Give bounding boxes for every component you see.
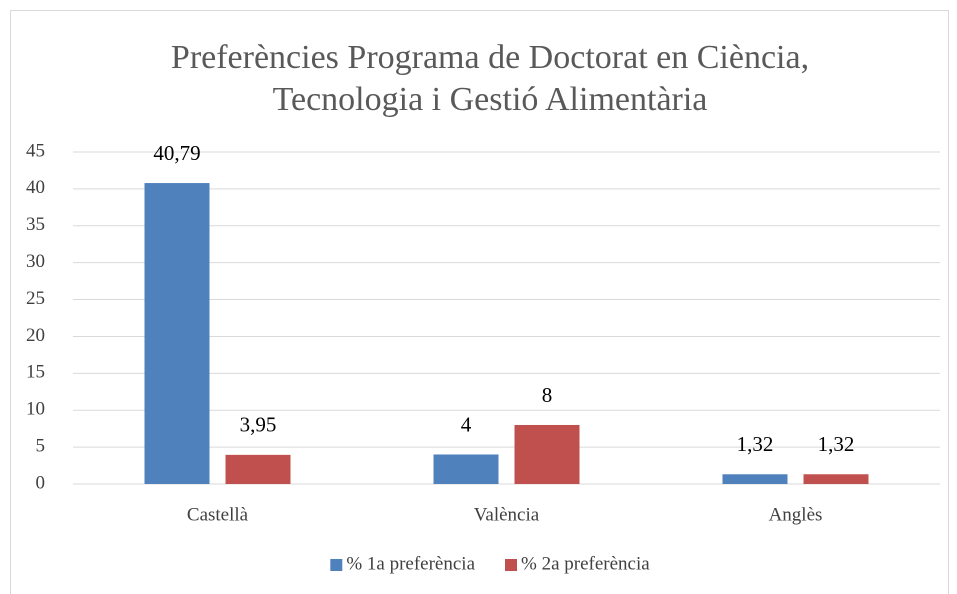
data-label: 1,32 <box>737 432 774 456</box>
data-label: 3,95 <box>240 413 277 437</box>
x-tick-label: València <box>474 504 540 525</box>
bar <box>144 183 210 485</box>
data-label: 1,32 <box>818 432 855 456</box>
x-tick-label: Anglès <box>769 504 823 525</box>
legend-item: % 1a preferència <box>330 553 476 574</box>
bar <box>433 454 499 484</box>
data-label: 4 <box>461 412 472 436</box>
bar <box>514 424 580 484</box>
y-tick-label: 10 <box>26 399 45 420</box>
y-tick-label: 20 <box>26 325 45 346</box>
data-label: 40,79 <box>153 141 200 165</box>
legend-label: % 1a preferència <box>346 553 475 574</box>
bar <box>803 474 869 484</box>
legend-swatch <box>330 559 343 571</box>
y-tick-label: 5 <box>36 435 46 456</box>
y-tick-label: 35 <box>26 214 45 235</box>
legend-label: % 2a preferència <box>521 553 650 574</box>
y-tick-label: 45 <box>26 140 45 161</box>
y-tick-label: 30 <box>26 251 45 272</box>
bar <box>722 474 788 484</box>
y-tick-label: 15 <box>26 362 45 383</box>
chart-title: Tecnologia i Gestió Alimentària <box>273 81 708 118</box>
bar <box>225 454 291 484</box>
legend-item: % 2a preferència <box>505 553 650 574</box>
y-tick-label: 40 <box>26 177 45 198</box>
chart-title: Preferències Programa de Doctorat en Ciè… <box>171 39 809 76</box>
legend-swatch <box>505 559 517 571</box>
x-tick-label: Castellà <box>187 504 249 525</box>
y-tick-label: 25 <box>26 288 45 309</box>
y-tick-label: 0 <box>36 472 46 493</box>
data-label: 8 <box>542 383 553 407</box>
